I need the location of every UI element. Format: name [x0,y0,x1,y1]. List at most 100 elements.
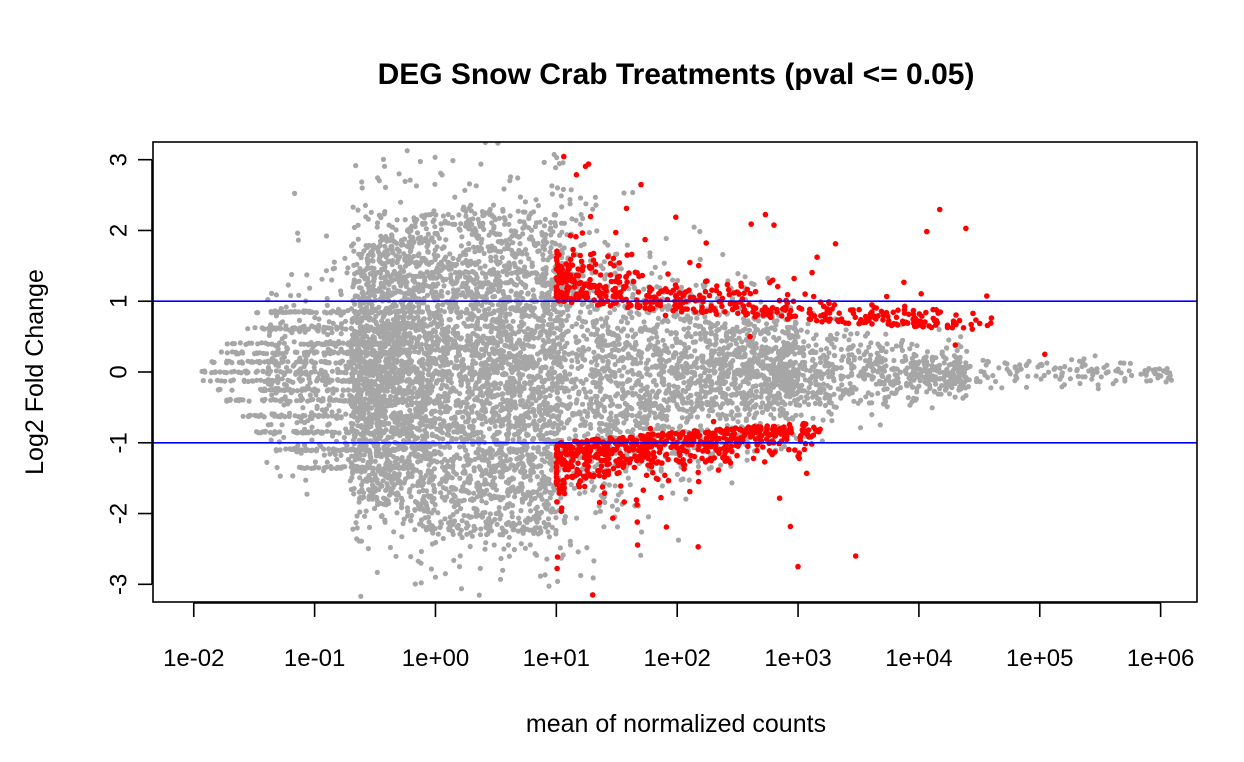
nonsignificant-point [421,295,427,301]
nonsignificant-point [372,411,378,417]
nonsignificant-point [694,365,700,371]
nonsignificant-point [386,500,392,506]
nonsignificant-point [510,437,516,443]
nonsignificant-point [479,498,485,504]
nonsignificant-point [649,388,656,394]
nonsignificant-point [329,429,335,435]
nonsignificant-point [655,339,661,345]
nonsignificant-point [442,516,448,522]
nonsignificant-point [678,284,685,290]
nonsignificant-point [435,302,441,308]
nonsignificant-point [252,412,258,418]
nonsignificant-point [285,359,291,365]
nonsignificant-point [591,558,597,564]
nonsignificant-point [471,465,477,471]
nonsignificant-point [296,317,303,323]
nonsignificant-point [1045,369,1052,375]
nonsignificant-point [1127,360,1133,366]
nonsignificant-point [694,414,701,420]
nonsignificant-point [348,447,354,453]
nonsignificant-point [537,573,544,579]
nonsignificant-point [636,311,642,317]
nonsignificant-point [647,250,653,256]
nonsignificant-point [638,552,644,558]
nonsignificant-point [257,386,264,392]
nonsignificant-point [251,351,258,357]
nonsignificant-point [526,422,532,429]
nonsignificant-point [619,373,625,379]
nonsignificant-point [447,132,452,137]
nonsignificant-point [596,420,603,427]
nonsignificant-point [214,377,220,383]
nonsignificant-point [693,331,699,337]
nonsignificant-point [466,385,472,391]
nonsignificant-point [356,499,362,505]
nonsignificant-point [345,387,351,393]
nonsignificant-point [298,465,304,471]
nonsignificant-point [699,406,705,412]
nonsignificant-point [614,524,621,530]
nonsignificant-point [498,380,504,387]
nonsignificant-point [1156,366,1162,372]
nonsignificant-point [1115,366,1121,372]
nonsignificant-point [273,448,279,454]
nonsignificant-point [418,405,424,411]
nonsignificant-point [879,372,885,378]
nonsignificant-point [385,351,391,357]
nonsignificant-point [472,211,478,217]
nonsignificant-point [343,370,349,376]
nonsignificant-point [285,282,291,288]
nonsignificant-point [460,414,466,420]
nonsignificant-point [625,475,631,481]
nonsignificant-point [851,398,857,404]
nonsignificant-point [370,283,376,289]
nonsignificant-point [593,509,599,516]
nonsignificant-point [470,244,476,250]
nonsignificant-point [911,377,917,383]
nonsignificant-point [471,418,477,424]
nonsignificant-point [547,495,553,501]
nonsignificant-point [909,384,916,390]
nonsignificant-point [580,401,586,407]
nonsignificant-point [202,369,208,375]
nonsignificant-point [746,411,752,417]
nonsignificant-point [528,497,534,503]
nonsignificant-point [512,415,519,421]
nonsignificant-point [657,274,663,280]
nonsignificant-point [547,393,553,399]
nonsignificant-point [866,344,872,350]
nonsignificant-point [516,515,522,521]
nonsignificant-point [259,397,265,403]
nonsignificant-point [759,400,766,406]
nonsignificant-point [283,304,289,310]
nonsignificant-point [239,359,245,365]
nonsignificant-point [374,494,380,501]
nonsignificant-point [585,327,591,333]
nonsignificant-point [207,378,214,384]
nonsignificant-point [884,404,890,410]
nonsignificant-point [315,413,322,419]
nonsignificant-point [828,332,834,338]
nonsignificant-point [702,314,708,320]
nonsignificant-point [564,112,569,117]
nonsignificant-point [500,396,506,402]
nonsignificant-point [718,462,724,468]
nonsignificant-point [503,238,509,244]
nonsignificant-point [630,294,636,300]
nonsignificant-point [273,313,279,319]
nonsignificant-point [1095,386,1101,392]
nonsignificant-point [375,480,381,486]
nonsignificant-point [460,251,466,257]
nonsignificant-point [257,360,263,366]
nonsignificant-point [519,314,525,320]
nonsignificant-point [432,154,438,160]
nonsignificant-point [607,310,613,316]
nonsignificant-point [479,270,486,276]
nonsignificant-point [954,347,960,354]
nonsignificant-point [424,292,431,298]
nonsignificant-point [615,325,621,331]
nonsignificant-point [423,527,429,533]
nonsignificant-point [547,351,553,357]
nonsignificant-point [453,436,459,442]
nonsignificant-point [675,277,681,284]
